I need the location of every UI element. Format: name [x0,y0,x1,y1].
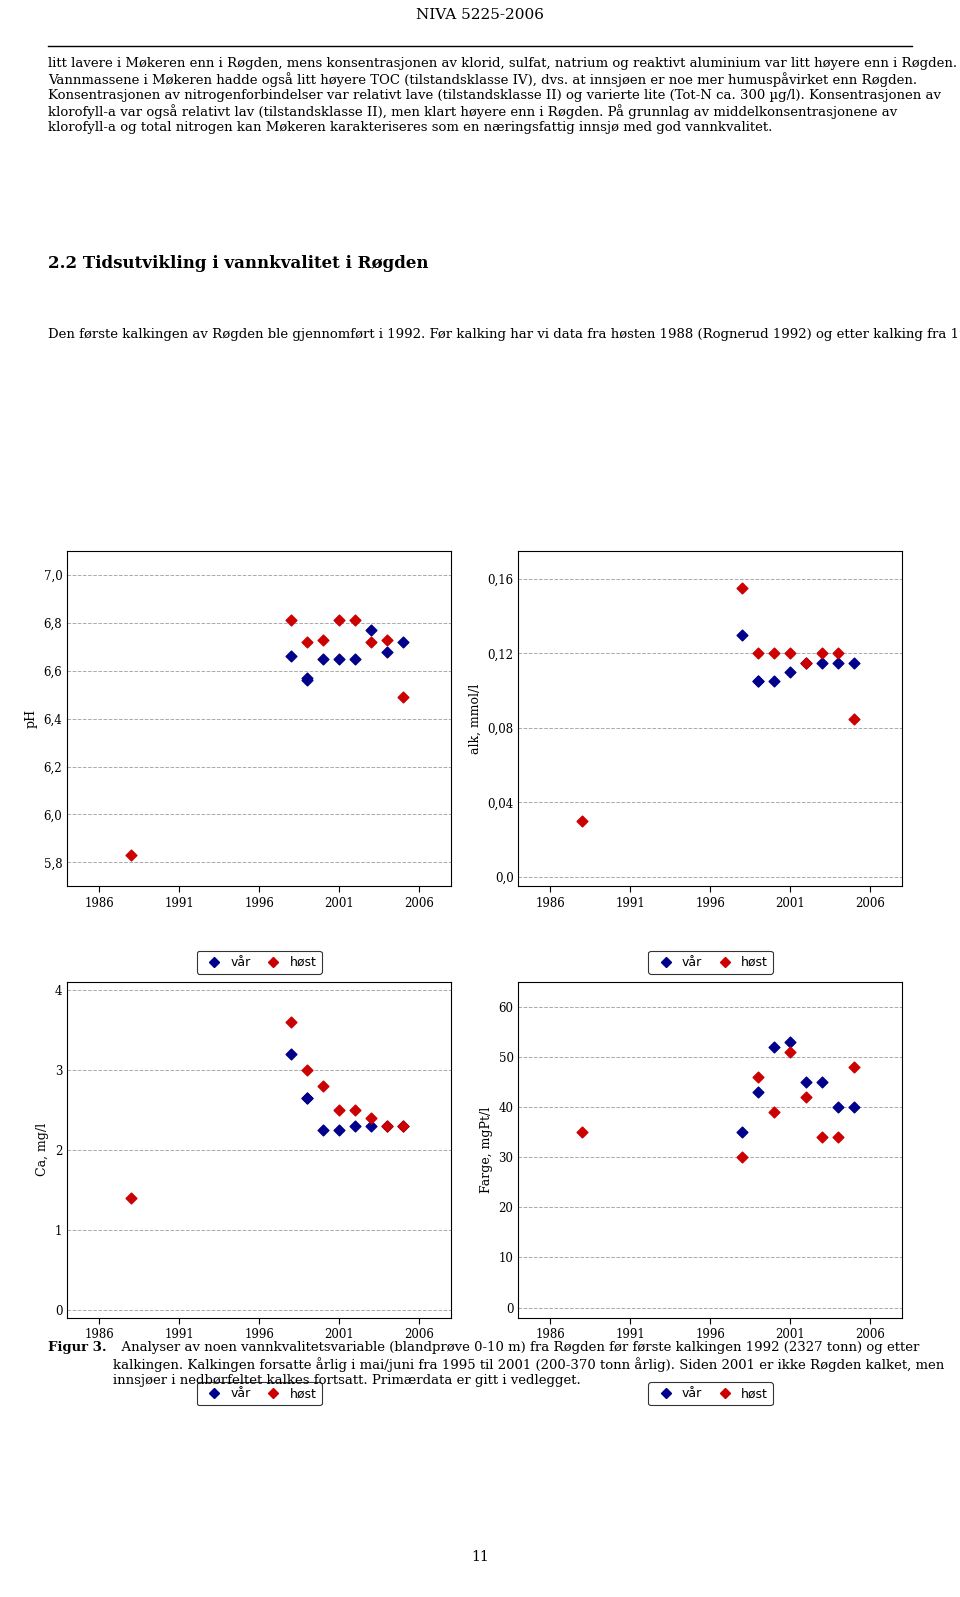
Point [734,575,750,600]
Point [396,1113,411,1139]
Point [331,647,347,672]
Point [348,1113,363,1139]
Point [799,1070,814,1096]
Text: Figur 3.: Figur 3. [48,1341,107,1354]
Point [782,1040,798,1065]
Point [767,1099,782,1124]
Point [782,1030,798,1056]
Legend: vår, høst: vår, høst [197,950,322,974]
Point [575,1119,590,1145]
Point [379,1113,395,1139]
Point [734,1119,750,1145]
Point [396,1113,411,1139]
Point [124,1185,139,1211]
Point [815,640,830,666]
Point [364,1105,379,1131]
Point [300,1057,315,1083]
Text: Analyser av noen vannkvalitetsvariable (blandprøve 0-10 m) fra Røgden før første: Analyser av noen vannkvalitetsvariable (… [113,1341,944,1386]
Point [316,1118,331,1143]
Point [847,1094,862,1119]
Point [331,1118,347,1143]
Point [815,650,830,676]
Point [847,706,862,731]
Point [316,1073,331,1099]
Legend: vår, høst: vår, høst [648,1381,773,1405]
Y-axis label: alk, mmol/l: alk, mmol/l [468,684,482,754]
Legend: vår, høst: vår, høst [197,1381,322,1405]
Point [782,660,798,685]
Point [300,1086,315,1112]
Point [830,1094,846,1119]
Point [751,1065,766,1091]
Point [815,1070,830,1096]
Point [364,629,379,655]
Y-axis label: Ca, mg/l: Ca, mg/l [36,1123,49,1177]
Point [300,629,315,655]
Point [751,1080,766,1105]
Point [364,618,379,644]
Point [799,650,814,676]
Point [283,1041,299,1067]
Point [124,843,139,869]
Text: Den første kalkingen av Røgden ble gjennomført i 1992. Før kalking har vi data f: Den første kalkingen av Røgden ble gjenn… [48,329,960,342]
Y-axis label: Farge, mgPt/l: Farge, mgPt/l [480,1107,493,1193]
Text: NIVA 5225-2006: NIVA 5225-2006 [416,8,544,22]
Point [847,1054,862,1080]
Point [751,669,766,695]
Point [364,1113,379,1139]
Point [734,623,750,648]
Point [300,668,315,693]
Point [799,650,814,676]
Point [300,1086,315,1112]
Point [751,640,766,666]
Point [830,1124,846,1150]
Point [815,1124,830,1150]
Point [847,650,862,676]
Point [751,669,766,695]
Point [830,640,846,666]
Point [331,608,347,634]
Point [283,608,299,634]
Point [316,628,331,653]
Y-axis label: pH: pH [25,709,38,728]
Point [396,629,411,655]
Point [283,644,299,669]
Point [799,1084,814,1110]
Point [348,647,363,672]
Point [734,1145,750,1171]
Text: 11: 11 [471,1551,489,1563]
Point [767,1035,782,1060]
Point [379,628,395,653]
Legend: vår, høst: vår, høst [648,950,773,974]
Point [331,1097,347,1123]
Point [396,684,411,709]
Point [300,666,315,692]
Point [379,1113,395,1139]
Text: 2.2 Tidsutvikling i vannkvalitet i Røgden: 2.2 Tidsutvikling i vannkvalitet i Røgde… [48,256,428,271]
Point [767,669,782,695]
Point [316,647,331,672]
Point [379,639,395,664]
Point [283,1009,299,1035]
Point [782,640,798,666]
Point [348,608,363,634]
Point [830,650,846,676]
Text: litt lavere i Møkeren enn i Røgden, mens konsentrasjonen av klorid, sulfat, natr: litt lavere i Møkeren enn i Røgden, mens… [48,56,957,134]
Point [348,1097,363,1123]
Point [575,808,590,834]
Point [767,640,782,666]
